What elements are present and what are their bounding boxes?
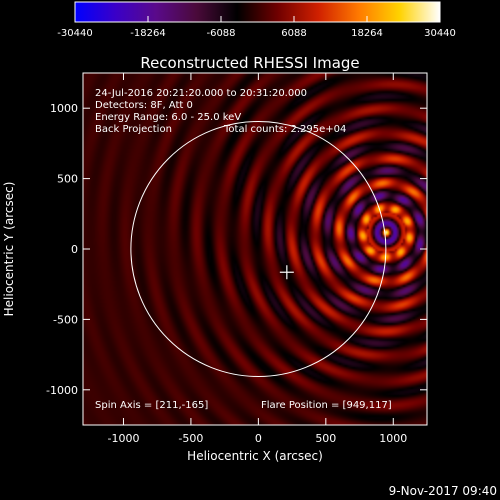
plot-area xyxy=(82,72,428,426)
x-axis-label: Heliocentric X (arcsec) xyxy=(187,449,323,463)
annotation-line: Energy Range: 6.0 - 25.0 keV xyxy=(95,112,241,123)
colorbar-ticks: -30440 -18264 -6088 6088 18264 30440 xyxy=(57,16,456,39)
x-tick-label: 0 xyxy=(255,432,262,445)
colorbar-tick-label: 30440 xyxy=(424,28,456,39)
x-tick-label: -500 xyxy=(178,432,203,445)
annotation-line: Detectors: 8F, Att 0 xyxy=(95,100,193,111)
heatmap-image xyxy=(83,73,427,425)
annotation-total-counts: Total counts: 2.295e+04 xyxy=(223,124,346,135)
colorbar-tick-label: -18264 xyxy=(130,28,165,39)
y-axis-label: Heliocentric Y (arcsec) xyxy=(2,182,16,317)
annotation-block: 24-Jul-2016 20:21:20.000 to 20:31:20.000… xyxy=(95,88,346,135)
timestamp: 9-Nov-2017 09:40 xyxy=(389,484,497,498)
solar-limb-circle xyxy=(130,121,387,377)
x-tick-label: 500 xyxy=(315,432,336,445)
annotation-line: 24-Jul-2016 20:21:20.000 to 20:31:20.000 xyxy=(95,88,307,99)
colorbar xyxy=(74,1,441,23)
colorbar-tick-label: 18264 xyxy=(351,28,383,39)
y-tick-label: -1000 xyxy=(46,384,78,397)
x-axis-ticks: -1000 -500 0 500 1000 xyxy=(107,73,407,445)
x-tick-label: 1000 xyxy=(379,432,407,445)
spin-axis-marker xyxy=(279,265,294,280)
y-tick-label: -500 xyxy=(53,313,78,326)
y-tick-label: 1000 xyxy=(50,102,78,115)
chart-title: Reconstructed RHESSI Image xyxy=(140,54,359,72)
colorbar-tick-label: -30440 xyxy=(57,28,92,39)
y-tick-label: 0 xyxy=(71,243,78,256)
flare-position-label: Flare Position = [949,117] xyxy=(261,400,392,411)
colorbar-tick-label: 6088 xyxy=(281,28,306,39)
x-tick-label: -1000 xyxy=(107,432,139,445)
spin-axis-label: Spin Axis = [211,-165] xyxy=(95,400,208,411)
y-tick-label: 500 xyxy=(57,173,78,186)
y-axis-ticks: -1000 -500 0 500 1000 xyxy=(46,102,427,397)
annotation-line: Back Projection xyxy=(95,124,172,135)
colorbar-tick-label: -6088 xyxy=(206,28,235,39)
